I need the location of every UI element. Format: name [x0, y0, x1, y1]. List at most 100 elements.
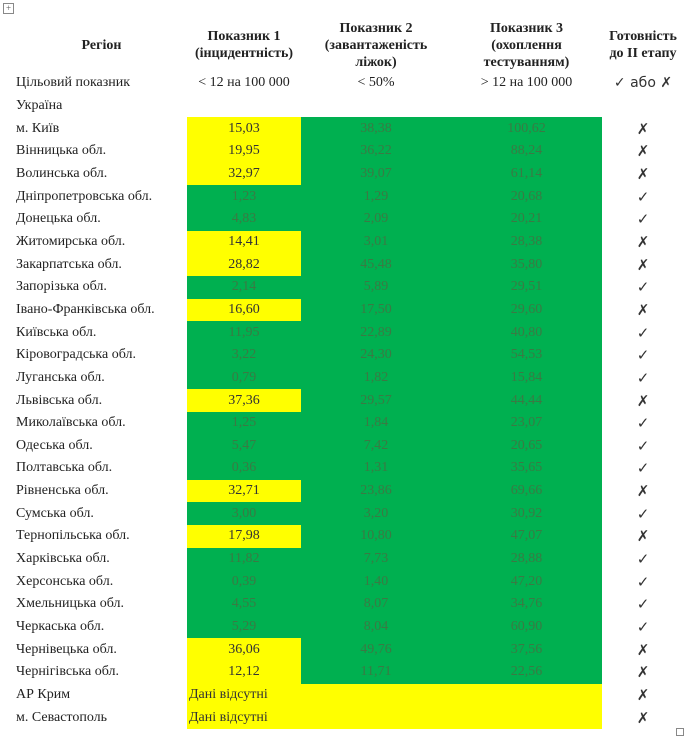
region-name: Тернопільська обл.	[16, 528, 130, 544]
cross-icon: ✗	[636, 640, 650, 659]
incidence-value: 5,29	[187, 615, 301, 639]
testing-coverage-value: 20,21	[451, 207, 602, 231]
table-row: АР Крим Дані відсутні ✗	[12, 683, 684, 707]
check-icon: ✓	[636, 504, 650, 523]
region-name: Рівненська обл.	[16, 483, 109, 499]
table-row: Сумська обл. 3,00 3,20 30,92 ✓	[12, 502, 684, 526]
header-line: Готовність	[609, 29, 677, 44]
incidence-value: 3,22	[187, 343, 301, 367]
bed-occupancy-value: 1,84	[301, 411, 451, 435]
incidence-value: 16,60	[187, 298, 301, 322]
cross-icon: ✗	[636, 527, 650, 546]
target-p1: < 12 на 100 000	[198, 75, 290, 91]
testing-coverage-value: 40,80	[451, 321, 602, 344]
incidence-value: 32,97	[187, 162, 301, 186]
region-name: Київська обл.	[16, 324, 97, 340]
incidence-value: 11,82	[187, 547, 301, 571]
table-row: Луганська обл. 0,79 1,82 15,84 ✓	[12, 366, 684, 390]
testing-coverage-value: 29,60	[451, 298, 602, 322]
testing-coverage-value: 61,14	[451, 162, 602, 186]
target-label: Цільовий показник	[16, 75, 131, 91]
table-row: м. Київ 15,03 38,38 100,62 ✗	[12, 117, 684, 140]
cross-icon: ✗	[636, 142, 650, 161]
table-row: Житомирська обл. 14,41 3,01 28,38 ✗	[12, 230, 684, 254]
no-data-text: Дані відсутні	[187, 706, 602, 730]
header-line: ліжок)	[355, 54, 397, 70]
incidence-value: 4,55	[187, 593, 301, 616]
check-icon: ✓	[636, 550, 650, 569]
incidence-value: 32,71	[187, 479, 301, 503]
region-name: Луганська обл.	[16, 369, 105, 385]
cross-icon: ✗	[636, 686, 650, 705]
cross-icon: ✗	[636, 663, 650, 682]
incidence-value: 1,23	[187, 185, 301, 208]
check-icon: ✓	[636, 368, 650, 387]
incidence-value: 0,36	[187, 457, 301, 480]
testing-coverage-value: 28,38	[451, 230, 602, 254]
region-name: Чернігівська обл.	[16, 664, 120, 680]
testing-coverage-value: 15,84	[451, 366, 602, 390]
header-row: Регіон Показник 1 (інцидентність) Показник …	[12, 18, 684, 72]
header-line: (завантаженість	[324, 37, 428, 53]
bed-occupancy-value: 11,71	[301, 661, 451, 684]
bed-occupancy-value: 8,07	[301, 593, 451, 616]
bed-occupancy-value: 22,89	[301, 321, 451, 344]
region-name: Івано-Франківська обл.	[16, 301, 155, 317]
testing-coverage-value: 47,20	[451, 570, 602, 594]
table-row: Полтавська обл. 0,36 1,31 35,65 ✓	[12, 457, 684, 480]
table-row: Херсонська обл. 0,39 1,40 47,20 ✓	[12, 570, 684, 594]
table-row: Тернопільська обл. 17,98 10,80 47,07 ✗	[12, 525, 684, 548]
incidence-value: 36,06	[187, 638, 301, 662]
table-resize-handle[interactable]	[676, 728, 684, 736]
bed-occupancy-value: 45,48	[301, 253, 451, 276]
bed-occupancy-value: 17,50	[301, 298, 451, 322]
incidence-value: 14,41	[187, 230, 301, 254]
testing-coverage-value: 30,92	[451, 502, 602, 526]
header-region: Регіон	[12, 18, 187, 72]
check-icon: ✓	[636, 278, 650, 297]
incidence-value: 3,00	[187, 502, 301, 526]
cross-icon: ✗	[636, 482, 650, 501]
table-row: Миколаївська обл. 1,25 1,84 23,07 ✓	[12, 411, 684, 435]
region-name: Миколаївська обл.	[16, 415, 126, 431]
check-icon: ✓	[636, 346, 650, 365]
header-p1: Показник 1 (інцидентність)	[187, 18, 301, 72]
region-name: Закарпатська обл.	[16, 256, 122, 272]
region-name: Одеська обл.	[16, 437, 93, 453]
incidence-value: 37,36	[187, 389, 301, 412]
region-name: Полтавська обл.	[16, 460, 113, 476]
country-label: Україна	[16, 97, 63, 113]
testing-coverage-value: 34,76	[451, 593, 602, 616]
check-icon: ✓	[636, 323, 650, 342]
incidence-value: 28,82	[187, 253, 301, 276]
region-name: Дніпропетровська обл.	[16, 188, 153, 204]
incidence-value: 5,47	[187, 434, 301, 458]
table-move-icon[interactable]: +	[3, 3, 14, 14]
bed-occupancy-value: 39,07	[301, 162, 451, 186]
table-row: Вінницька обл. 19,95 36,22 88,24 ✗	[12, 139, 684, 163]
incidence-value: 12,12	[187, 661, 301, 684]
testing-coverage-value: 37,56	[451, 638, 602, 662]
region-name: м. Київ	[16, 120, 60, 136]
bed-occupancy-value: 10,80	[301, 525, 451, 548]
bed-occupancy-value: 1,40	[301, 570, 451, 594]
bed-occupancy-value: 5,89	[301, 275, 451, 299]
header-line: Регіон	[81, 37, 122, 53]
incidence-value: 2,14	[187, 275, 301, 299]
table-row: Рівненська обл. 32,71 23,86 69,66 ✗	[12, 479, 684, 503]
region-name: Вінницька обл.	[16, 143, 107, 159]
target-p2: < 50%	[357, 75, 395, 91]
table-row: Львівська обл. 37,36 29,57 44,44 ✗	[12, 389, 684, 412]
testing-coverage-value: 29,51	[451, 275, 602, 299]
target-ready: ✓ або ✗	[613, 75, 673, 92]
check-icon: ✓	[636, 414, 650, 433]
testing-coverage-value: 69,66	[451, 479, 602, 503]
region-name: АР Крим	[16, 687, 71, 703]
check-icon: ✓	[636, 618, 650, 637]
testing-coverage-value: 35,80	[451, 253, 602, 276]
check-icon: ✓	[636, 187, 650, 206]
bed-occupancy-value: 2,09	[301, 207, 451, 231]
incidence-value: 4,83	[187, 207, 301, 231]
check-icon: ✓	[636, 595, 650, 614]
testing-coverage-value: 20,68	[451, 185, 602, 208]
